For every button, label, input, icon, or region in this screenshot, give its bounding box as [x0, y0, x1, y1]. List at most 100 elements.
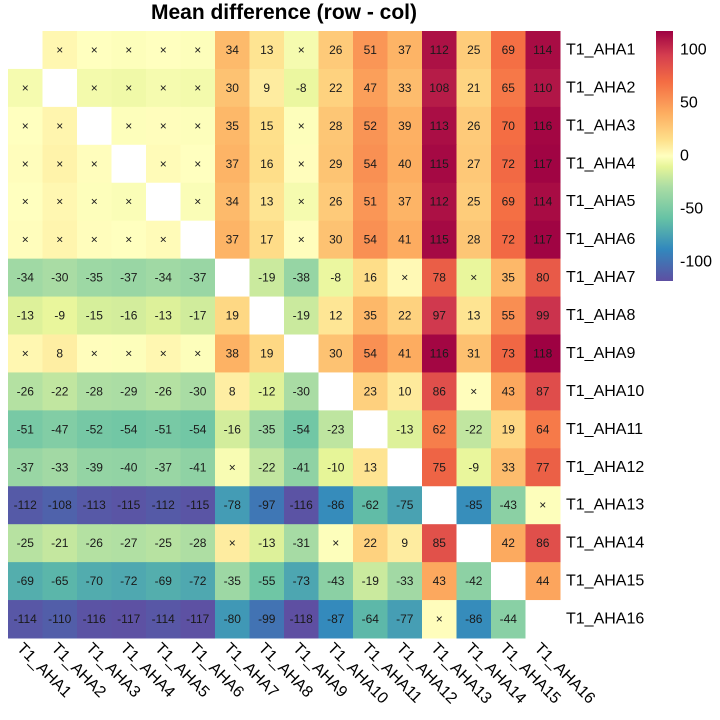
heatmap-cell: [111, 334, 147, 373]
heatmap-cell: [180, 600, 216, 639]
heatmap-cell: [456, 220, 492, 260]
cell-value-label: ×: [22, 157, 29, 171]
heatmap-cell: [422, 106, 457, 146]
cell-value-label: -80: [224, 612, 242, 626]
cell-value-label: -25: [17, 536, 35, 550]
cell-value-label: ×: [91, 195, 98, 209]
cell-value-label: -69: [155, 574, 173, 588]
heatmap-cell: [42, 448, 78, 487]
cell-value-label: -16: [120, 309, 138, 323]
legend-color-bar: [656, 31, 673, 281]
heatmap-cell: [77, 144, 112, 184]
row-label: T1_AHA16: [566, 611, 644, 628]
cell-value-label: ×: [194, 157, 201, 171]
heatmap-cell: [77, 258, 112, 298]
heatmap-cell: [180, 182, 216, 222]
heatmap-cell: [249, 448, 285, 487]
heatmap-cell: [77, 486, 112, 525]
cell-value-label: 85: [433, 536, 447, 550]
heatmap-cell: [525, 31, 561, 70]
cell-value-label: ×: [125, 81, 132, 95]
cell-value-label: 118: [533, 346, 552, 360]
heatmap-cell: [525, 220, 561, 260]
cell-value-label: 26: [329, 43, 343, 57]
cell-value-label: 52: [364, 119, 378, 133]
heatmap-cell: [353, 106, 388, 146]
cell-value-label: -13: [258, 536, 276, 550]
heatmap-cell: [146, 410, 181, 449]
heatmap-cell: [215, 410, 250, 449]
heatmap-cell: [111, 562, 147, 601]
heatmap-cell: [42, 258, 78, 298]
row-label: T1_AHA11: [566, 421, 643, 438]
heatmap-cell: [284, 31, 319, 70]
cell-value-label: 21: [467, 81, 481, 95]
cell-value-label: 12: [329, 309, 343, 323]
cell-value-label: -51: [155, 422, 173, 436]
cell-value-label: 54: [364, 346, 378, 360]
cell-value-label: -26: [155, 384, 173, 398]
heatmap-cell: [249, 144, 285, 184]
cell-value-label: ×: [91, 157, 98, 171]
heatmap-cell: [318, 448, 354, 487]
row-axis-labels: T1_AHA1 T1_AHA2 T1_AHA3 T1_AHA4 T1_AHA5 T1_AH…: [566, 41, 644, 627]
cell-value-label: -8: [296, 81, 307, 95]
heatmap-cell: [111, 144, 147, 184]
heatmap-cell: [249, 410, 285, 449]
cell-value-label: -13: [17, 309, 35, 323]
heatmap-cell: [77, 600, 112, 639]
heatmap-cell: [180, 296, 216, 335]
heatmap-cell: [318, 486, 354, 525]
cell-value-label: -112: [152, 498, 175, 512]
heatmap-cell: [456, 144, 492, 184]
cell-value-label: 9: [263, 81, 270, 95]
heatmap-cell: [42, 372, 78, 411]
heatmap-cell: [77, 524, 112, 563]
heatmap-cell: [318, 258, 354, 298]
heatmap-cell: [111, 68, 147, 108]
cell-value-label: 35: [502, 271, 516, 285]
cell-value-label: -41: [189, 460, 207, 474]
cell-value-label: -44: [500, 612, 518, 626]
cell-value-label: 28: [467, 233, 481, 247]
heatmap-cell: [215, 372, 250, 411]
cell-value-label: -8: [330, 271, 341, 285]
heatmap-cell: [146, 524, 181, 563]
cell-value-label: -19: [258, 271, 276, 285]
cell-value-label: 19: [226, 309, 240, 323]
heatmap-cell: [146, 220, 181, 260]
heatmap-cell: [525, 144, 561, 184]
heatmap-cell: [284, 410, 319, 449]
cell-value-label: -72: [189, 574, 207, 588]
legend-tick-label: -50: [680, 200, 703, 217]
cell-value-label: 115: [430, 157, 449, 171]
heatmap-cell: [318, 372, 354, 411]
cell-value-label: 54: [364, 233, 378, 247]
legend-tick-label: 50: [680, 95, 698, 112]
cell-value-label: -117: [117, 612, 140, 626]
heatmap-cell: [215, 182, 250, 222]
heatmap-cell: [491, 562, 526, 601]
heatmap-cell: [491, 144, 526, 184]
heatmap-cell: [284, 334, 319, 373]
heatmap-cell: [8, 258, 43, 298]
cell-value-label: -86: [327, 498, 345, 512]
heatmap-cell: [387, 372, 423, 411]
heatmap-cell: [387, 448, 423, 487]
heatmap-cell: [422, 410, 457, 449]
heatmap-cell: [422, 448, 457, 487]
cell-value-label: -9: [54, 309, 65, 323]
cell-value-label: -19: [293, 309, 311, 323]
cell-value-label: -114: [14, 612, 37, 626]
cell-value-label: ×: [22, 81, 29, 95]
heatmap-cell: [8, 144, 43, 184]
cell-value-label: ×: [125, 43, 132, 57]
heatmap-cell: [180, 410, 216, 449]
cell-value-label: 13: [260, 43, 274, 57]
cell-value-label: -62: [362, 498, 380, 512]
cell-value-label: ×: [298, 43, 305, 57]
heatmap-cell: [422, 258, 457, 298]
cell-value-label: -15: [86, 309, 104, 323]
row-label: T1_AHA3: [566, 117, 635, 134]
cell-value-label: 13: [260, 195, 274, 209]
